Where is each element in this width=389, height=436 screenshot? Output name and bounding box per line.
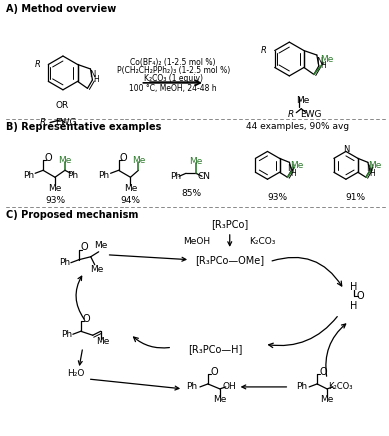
Text: Ph: Ph [98, 171, 109, 180]
Text: [R₃PCo—H]: [R₃PCo—H] [187, 344, 242, 354]
Text: O: O [210, 367, 218, 377]
Text: Ph: Ph [23, 171, 34, 180]
Text: Me: Me [94, 241, 107, 250]
Text: B) Representative examples: B) Representative examples [6, 122, 162, 132]
Text: R: R [40, 118, 46, 127]
Text: H: H [320, 61, 326, 71]
Text: Ph: Ph [186, 382, 198, 392]
Text: R: R [288, 110, 294, 119]
Text: N: N [343, 145, 349, 154]
Text: H₂O: H₂O [67, 369, 84, 378]
Text: R: R [261, 46, 267, 55]
Text: O: O [319, 367, 327, 377]
Text: Me: Me [58, 156, 72, 165]
Text: 100 °C, MeOH, 24-48 h: 100 °C, MeOH, 24-48 h [129, 84, 217, 93]
Text: 85%: 85% [181, 189, 201, 198]
Text: [R₃PCo—OMe]: [R₃PCo—OMe] [195, 255, 264, 265]
Text: Co(BF₄)₂ (1-2.5 mol %): Co(BF₄)₂ (1-2.5 mol %) [130, 58, 216, 68]
Text: O: O [83, 314, 91, 324]
Text: O: O [120, 153, 127, 164]
Text: EWG: EWG [55, 118, 77, 127]
Text: P(CH₂CH₂PPh₂)₃ (1-2.5 mol %): P(CH₂CH₂PPh₂)₃ (1-2.5 mol %) [117, 66, 230, 75]
Text: 91%: 91% [346, 193, 366, 201]
Text: N: N [89, 71, 96, 79]
Text: [R₃PCo]: [R₃PCo] [211, 219, 248, 229]
Text: Me: Me [368, 161, 382, 170]
Text: C) Proposed mechanism: C) Proposed mechanism [6, 210, 139, 220]
Text: Me: Me [290, 161, 303, 170]
Text: Me: Me [321, 395, 334, 404]
Text: R: R [35, 60, 40, 69]
Text: O: O [81, 242, 89, 252]
Text: Me: Me [189, 157, 203, 166]
Text: Ph: Ph [61, 330, 72, 339]
Text: 93%: 93% [45, 196, 65, 204]
Text: H: H [350, 282, 357, 292]
Text: Ph: Ph [170, 172, 182, 181]
Text: OH: OH [223, 382, 237, 392]
Text: O: O [357, 292, 364, 302]
Text: OR: OR [55, 101, 68, 110]
Text: A) Method overview: A) Method overview [6, 4, 117, 14]
Text: 93%: 93% [267, 193, 287, 201]
Text: H: H [350, 301, 357, 311]
Text: Me: Me [48, 184, 62, 193]
Text: N: N [366, 164, 372, 173]
Text: 94%: 94% [121, 196, 140, 204]
Text: N: N [287, 164, 294, 173]
Text: EWG: EWG [300, 110, 322, 119]
Text: N: N [315, 57, 322, 65]
Text: Me: Me [124, 184, 137, 193]
Text: K₂CO₃: K₂CO₃ [328, 382, 352, 392]
Text: Me: Me [213, 395, 226, 404]
Text: H: H [369, 169, 375, 178]
Text: Me: Me [96, 337, 109, 346]
Text: Me: Me [296, 96, 310, 105]
Text: Me: Me [90, 265, 103, 274]
Text: CN: CN [198, 172, 210, 181]
Text: Ph: Ph [60, 258, 70, 267]
Text: 44 examples, 90% avg: 44 examples, 90% avg [246, 122, 349, 131]
Text: H: H [93, 75, 99, 85]
Text: O: O [44, 153, 52, 164]
Text: K₂CO₃: K₂CO₃ [250, 237, 276, 246]
Text: H: H [291, 169, 296, 178]
Text: Ph: Ph [67, 171, 79, 180]
Text: Me: Me [132, 156, 145, 165]
Text: MeOH: MeOH [183, 237, 210, 246]
Text: K₂CO₃ (1 equiv): K₂CO₃ (1 equiv) [144, 75, 203, 83]
Text: Ph: Ph [296, 382, 307, 392]
Text: Me: Me [320, 55, 333, 64]
